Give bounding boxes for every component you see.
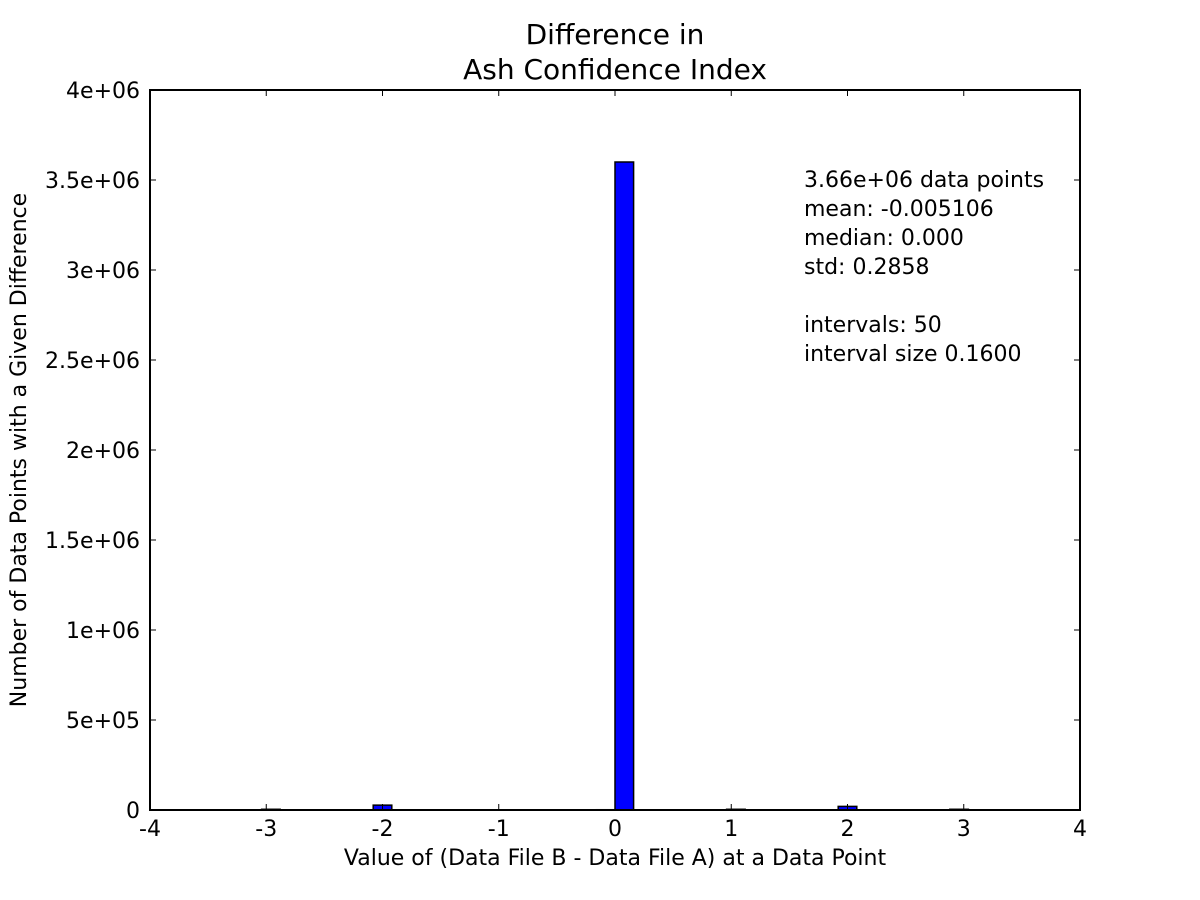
y-axis-label: Number of Data Points with a Given Diffe… (7, 193, 32, 707)
stats-text-line: interval size 0.1600 (804, 342, 1022, 367)
x-tick-label: 2 (841, 817, 855, 842)
chart-title-line-1: Difference in (526, 18, 705, 51)
x-tick-label: -4 (139, 817, 161, 842)
x-tick-label: -2 (372, 817, 394, 842)
x-axis-label: Value of (Data File B - Data File A) at … (344, 846, 887, 871)
x-tick-label: 4 (1073, 817, 1087, 842)
ticks-layer: -4 -3 -2 -1 0 1 2 3 4 0 5e+05 1e+06 1.5e+06 2e+06 2.5e… (45, 79, 1087, 842)
x-tick-label: 0 (608, 817, 622, 842)
stats-annotation: 3.66e+06 data points mean: -0.005106 media… (804, 168, 1044, 367)
x-tick-label: 3 (957, 817, 971, 842)
stats-text-line: std: 0.2858 (804, 255, 929, 280)
y-tick-label: 3e+06 (66, 259, 140, 284)
stats-text-line: intervals: 50 (804, 313, 942, 338)
stats-text-line: 3.66e+06 data points (804, 168, 1044, 193)
x-tick-label: 1 (724, 817, 738, 842)
histogram-bar (614, 161, 635, 811)
stats-text-line: median: 0.000 (804, 226, 964, 251)
y-tick-label: 2e+06 (66, 439, 140, 464)
x-tick-label: -1 (488, 817, 510, 842)
chart-title-line-2: Ash Confidence Index (463, 53, 767, 86)
plot-frame (149, 89, 1081, 811)
stats-text-line: mean: -0.005106 (804, 197, 994, 222)
y-tick-label: 0 (126, 799, 140, 824)
y-tick-label: 5e+05 (66, 709, 140, 734)
y-tick-label: 4e+06 (66, 79, 140, 104)
y-tick-label: 2.5e+06 (45, 349, 140, 374)
x-tick-label: -3 (255, 817, 277, 842)
y-tick-label: 1.5e+06 (45, 529, 140, 554)
y-tick-label: 3.5e+06 (45, 169, 140, 194)
y-tick-label: 1e+06 (66, 619, 140, 644)
